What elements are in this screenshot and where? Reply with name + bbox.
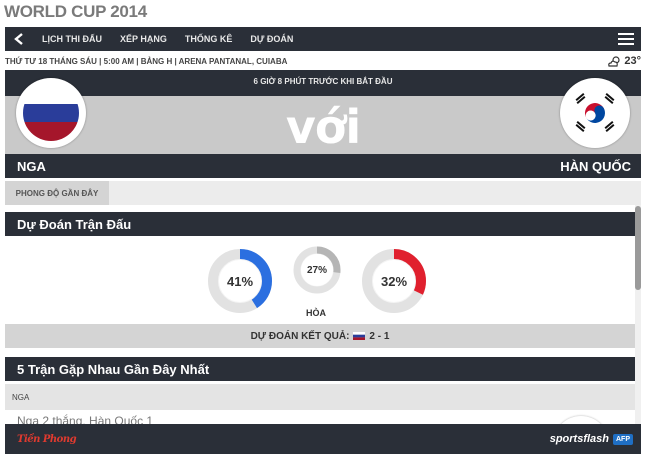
weather: 23° [607,55,641,67]
draw-pct: 27% [306,264,327,276]
temperature: 23° [624,55,641,67]
match-header-top [5,70,641,96]
vs-text: với [285,100,361,154]
home-win-pct: 41% [226,273,254,289]
footer-brand: sportsflash AFP [550,433,633,445]
draw-label: HÒA [306,308,326,318]
nav-item-stats[interactable]: THỐNG KÊ [184,34,233,44]
away-team-flag[interactable] [560,78,630,148]
cloud-sun-icon [608,55,620,67]
match-info-bar: THỨ TƯ 18 THÁNG SÁU | 5:00 AM | BẢNG H |… [5,53,641,69]
head-to-head-text: Nga 2 thắng, Hàn Quốc 1 [17,414,154,424]
nav-item-predictions[interactable]: DỰ ĐOÁN [250,34,294,44]
away-win-pct: 32% [380,273,408,289]
tab-h2h-russia[interactable]: NGA [5,384,37,410]
tab-recent-form[interactable]: PHONG ĐỘ GẦN ĐÂY [5,181,109,205]
predicted-result-bar: DỰ ĐOÁN KẾT QUẢ: 2 - 1 [5,324,635,348]
russia-flag-icon [23,85,79,141]
footer: Tiền Phong sportsflash AFP [5,424,641,454]
match-header-band [5,96,641,154]
predicted-result-label: DỰ ĐOÁN KẾT QUẢ: [250,330,350,342]
prediction-header: Dự Đoán Trận Đấu [5,212,635,236]
home-team-flag[interactable] [16,78,86,148]
home-win-donut: 41% [203,244,277,318]
nav-item-schedule[interactable]: LỊCH THI ĐẤU [42,34,102,44]
nav-item-standings[interactable]: XẾP HẠNG [120,34,167,44]
sportsflash-logo[interactable]: sportsflash [549,433,609,445]
match-info: THỨ TƯ 18 THÁNG SÁU | 5:00 AM | BẢNG H |… [5,56,288,66]
draw-donut: 27% [290,243,344,297]
page-title: WORLD CUP 2014 [4,2,147,21]
head-to-head-header: 5 Trận Gặp Nhau Gần Đây Nhất [5,357,635,381]
top-navbar: LỊCH THI ĐẤU XẾP HẠNG THỐNG KÊ DỰ ĐOÁN [5,27,641,51]
form-tabs: PHONG ĐỘ GẦN ĐÂY [5,181,641,205]
countdown: 6 GIỜ 8 PHÚT TRƯỚC KHI BẮT ĐẦU [253,77,393,86]
home-win-ring [208,249,272,313]
head-to-head-badge [553,416,609,424]
hamburger-menu-icon[interactable] [611,27,641,51]
away-team-name[interactable]: HÀN QUỐC [560,158,631,174]
draw-ring [293,246,341,294]
back-button[interactable] [5,27,33,51]
away-win-ring [362,249,426,313]
russia-mini-flag-icon [353,332,366,340]
tien-phong-logo[interactable]: Tiền Phong [17,433,77,445]
korea-flag-icon [567,85,623,141]
scrollbar-track[interactable] [635,205,641,425]
scrollbar-thumb[interactable] [635,206,641,290]
chevron-left-icon [14,33,23,45]
afp-logo: AFP [613,433,633,445]
away-win-donut: 32% [357,244,431,318]
head-to-head-summary: Nga 2 thắng, Hàn Quốc 1 [5,410,635,424]
teams-bar: NGA HÀN QUỐC [5,154,641,178]
head-to-head-tabs: NGA [5,384,635,410]
home-team-name[interactable]: NGA [17,158,46,174]
predicted-score: 2 - 1 [369,330,390,342]
